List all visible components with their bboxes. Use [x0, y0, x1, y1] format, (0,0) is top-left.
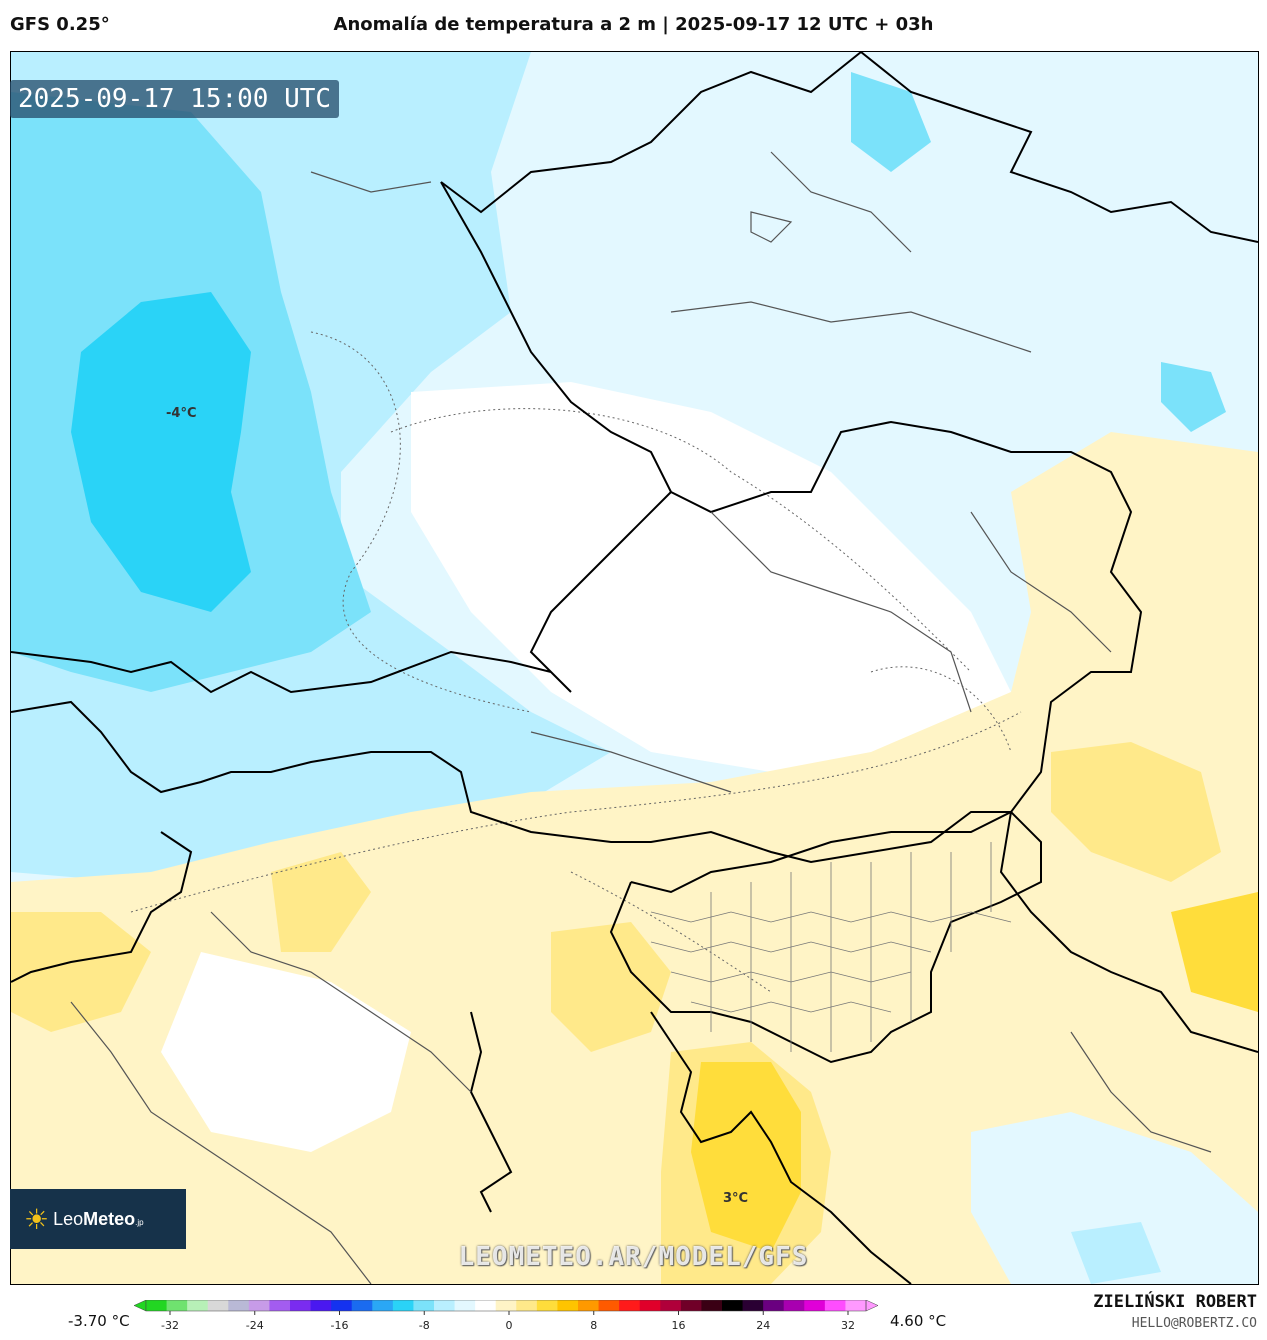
warm-zone-strong [691, 1062, 801, 1252]
border-north [440, 52, 862, 214]
cold-zone-core [71, 292, 251, 612]
colorbar-tick-label: -24 [246, 1319, 264, 1332]
colorbar-swatch [557, 1300, 579, 1311]
colorbar-swatch [804, 1300, 826, 1311]
logo-text: LeoMeteo.jp [53, 1208, 144, 1229]
colorbar-tick-label: 8 [590, 1319, 597, 1332]
leometeo-logo: ☀ LeoMeteo.jp [10, 1189, 186, 1249]
colorbar-swatch [536, 1300, 558, 1311]
contour-label-warm: 3°C [723, 1191, 748, 1206]
colorbar-tick-label: 24 [756, 1319, 770, 1332]
border-central [440, 181, 1258, 1053]
border-alpine [11, 491, 672, 694]
colorbar-swatch [331, 1300, 353, 1311]
colorbar-swatch [680, 1300, 702, 1311]
colorbar-min-label: -3.70 °C [68, 1312, 130, 1330]
warm-zone-medium-4 [271, 852, 371, 952]
map-title: Anomalía de temperatura a 2 m | 2025-09-… [333, 14, 934, 35]
colorbar-swatch [434, 1300, 456, 1311]
colorbar-swatch [598, 1300, 620, 1311]
author-name: ZIELIŃSKI ROBERT [1093, 1292, 1257, 1312]
colorbar-swatch [495, 1300, 517, 1311]
warm-zone-medium-6 [1171, 892, 1258, 1012]
colorbar-swatch [207, 1300, 229, 1311]
neutral-zone [411, 382, 1011, 772]
warm-zone-medium-2 [1051, 742, 1221, 882]
cold-zone-south2 [1071, 1222, 1161, 1284]
colorbar-swatch [763, 1300, 785, 1311]
contour-label-cold: -4°C [166, 406, 196, 421]
colorbar-swatch [351, 1300, 373, 1311]
warm-zone-medium-5 [11, 912, 151, 1032]
colorbar-swatch [454, 1300, 476, 1311]
colorbar-swatch [372, 1300, 394, 1311]
sun-icon: ☀ [24, 1202, 50, 1236]
model-label: GFS 0.25° [10, 14, 110, 35]
colorbar-swatch [310, 1300, 332, 1311]
colorbar-tick-label: -16 [331, 1319, 349, 1332]
colorbar-swatch [269, 1300, 291, 1311]
warm-zone-medium-3 [551, 922, 671, 1052]
colorbar-swatch [619, 1300, 641, 1311]
colorbar-max-arrow [865, 1300, 879, 1312]
colorbar-swatch [639, 1300, 661, 1311]
colorbar-swatch [701, 1300, 723, 1311]
colorbar-swatch [742, 1300, 764, 1311]
border-south [609, 810, 1042, 1064]
colorbar-max-label: 4.60 °C [890, 1312, 947, 1330]
colorbar-swatch [413, 1300, 435, 1311]
temperature-anomaly-map: -4°C 3°C [10, 51, 1259, 1285]
colorbar-swatch [783, 1300, 805, 1311]
colorbar-swatch [146, 1300, 168, 1311]
colorbar-swatch [660, 1300, 682, 1311]
colorbar-swatch [187, 1300, 209, 1311]
colorbar-tick-label: 32 [841, 1319, 855, 1332]
cold-zone-east2 [1161, 362, 1226, 432]
colorbar-min-arrow [134, 1300, 147, 1312]
coastline-adriatic [469, 1011, 513, 1213]
author-email: HELLO@ROBERTZ.CO [1131, 1316, 1257, 1331]
colorbar-swatch [166, 1300, 188, 1311]
colorbar-swatch [578, 1300, 600, 1311]
colorbar-swatch [228, 1300, 250, 1311]
colorbar-swatch [475, 1300, 497, 1311]
map-canvas: -4°C 3°C [11, 52, 1258, 1284]
colorbar-swatch [290, 1300, 312, 1311]
colorbar-swatch [392, 1300, 414, 1311]
colorbar: -3.70 °C -32 -24 -16 -8 0 8 16 24 32 4.60 °C [0, 1290, 1267, 1339]
cold-zone-east [851, 72, 931, 172]
watermark-url: LEOMETEO.AR/MODEL/GFS [458, 1242, 809, 1272]
colorbar-swatch [516, 1300, 538, 1311]
colorbar-tick-label: -32 [161, 1319, 179, 1332]
colorbar-swatch [845, 1300, 867, 1311]
valid-time-badge: 2025-09-17 15:00 UTC [10, 80, 340, 118]
colorbar-scale: -32 -24 -16 -8 0 8 16 24 32 [134, 1300, 879, 1332]
colorbar-swatch [722, 1300, 744, 1311]
neutral-zone-south [161, 952, 411, 1152]
colorbar-swatch [824, 1300, 846, 1311]
colorbar-tick-label: 0 [506, 1319, 513, 1332]
colorbar-tick-label: 16 [672, 1319, 686, 1332]
cold-zone-south [971, 1112, 1258, 1284]
colorbar-tick-label: -8 [419, 1319, 430, 1332]
colorbar-swatch [248, 1300, 270, 1311]
